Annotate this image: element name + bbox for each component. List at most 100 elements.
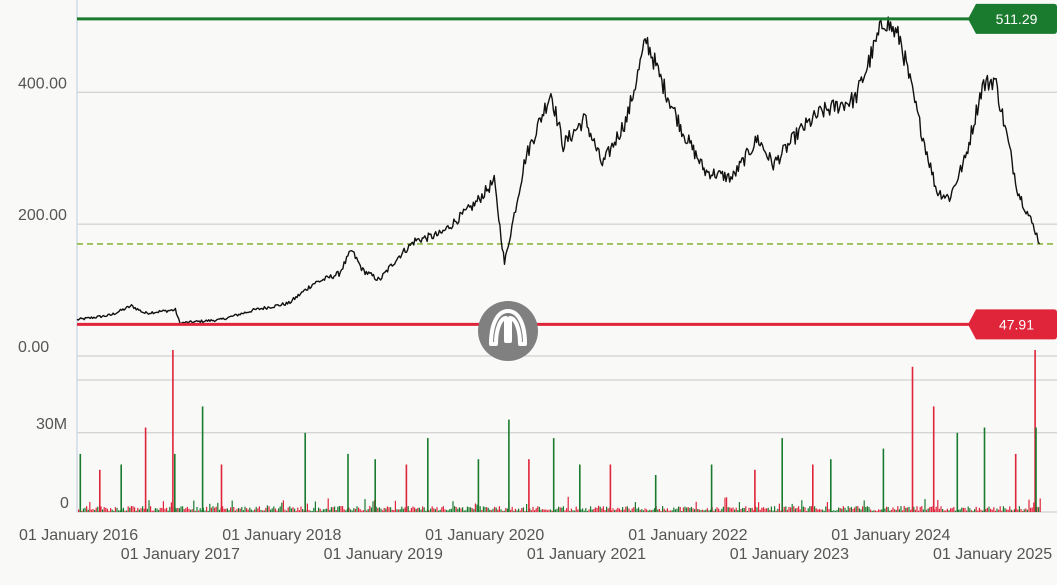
volume-bar	[362, 510, 364, 512]
volume-bar	[159, 507, 161, 512]
volume-bar	[894, 509, 896, 512]
volume-bar	[695, 501, 697, 512]
volume-spike-bar	[304, 432, 306, 512]
volume-bar	[462, 507, 464, 512]
volume-bar	[786, 509, 788, 512]
volume-bar	[494, 506, 496, 512]
max-badge-label: 511.29	[996, 11, 1038, 27]
volume-bar	[703, 510, 705, 512]
volume-bar	[1020, 509, 1022, 512]
volume-bar	[985, 509, 987, 512]
volume-bar	[767, 507, 769, 512]
volume-bar	[735, 507, 737, 512]
volume-bar	[306, 503, 308, 512]
volume-bar	[146, 508, 148, 512]
volume-bar	[833, 510, 835, 512]
volume-bar	[190, 509, 192, 512]
volume-bar	[209, 503, 211, 512]
volume-bar	[918, 510, 920, 512]
volume-bar	[591, 509, 593, 512]
volume-bar	[257, 508, 259, 512]
volume-bar	[497, 509, 499, 512]
volume-bar	[268, 506, 270, 512]
volume-bar	[178, 508, 180, 512]
volume-bar	[710, 509, 712, 512]
volume-spike-bar	[347, 453, 349, 512]
volume-bar	[922, 509, 924, 512]
volume-bar	[562, 506, 564, 512]
volume-bar	[698, 509, 700, 512]
volume-bar	[1038, 507, 1040, 512]
price-tick-label: 0.00	[18, 339, 49, 356]
volume-bar	[518, 508, 520, 512]
volume-bar	[604, 510, 606, 512]
volume-bar	[871, 510, 873, 512]
volume-bar	[980, 509, 982, 512]
x-tick-label: 01 January 2018	[222, 527, 341, 544]
volume-bar	[294, 508, 296, 512]
volume-bar	[297, 507, 299, 512]
volume-bar	[687, 507, 689, 512]
volume-bar	[860, 509, 862, 512]
volume-bar	[988, 506, 990, 512]
volume-bar	[372, 501, 374, 512]
volume-bar	[1014, 509, 1016, 512]
volume-bar	[974, 509, 976, 512]
volume-bar	[842, 506, 844, 512]
volume-bar	[783, 506, 785, 512]
volume-bar	[858, 508, 860, 512]
volume-spike-bar	[405, 464, 408, 512]
volume-bar	[942, 509, 944, 512]
volume-bar	[994, 510, 996, 512]
volume-bar	[425, 510, 427, 512]
volume-bar	[775, 510, 777, 512]
volume-bar	[913, 506, 915, 512]
volume-bar	[930, 506, 932, 512]
volume-bar	[118, 510, 120, 512]
volume-bar	[420, 509, 422, 512]
volume-bar	[532, 506, 534, 512]
volume-bar	[1025, 508, 1027, 512]
volume-bar	[996, 508, 998, 512]
volume-bar	[823, 510, 825, 512]
volume-bar	[495, 507, 497, 512]
volume-bar	[279, 506, 281, 512]
volume-bar	[620, 509, 622, 512]
volume-bar	[1009, 506, 1011, 512]
volume-bar	[161, 507, 163, 512]
volume-bar	[602, 506, 604, 512]
volume-bar	[217, 502, 219, 512]
volume-bar	[874, 510, 876, 512]
volume-bar	[90, 509, 92, 512]
volume-bar	[343, 509, 345, 512]
volume-spike-bar	[508, 419, 510, 512]
volume-bar	[870, 509, 872, 512]
volume-bar	[814, 506, 816, 512]
volume-bar	[1001, 510, 1003, 512]
volume-bar	[663, 508, 665, 512]
volume-bar	[865, 507, 867, 512]
volume-bar	[679, 507, 681, 512]
volume-bar	[210, 507, 212, 512]
volume-bar	[103, 507, 105, 512]
volume-bar	[505, 508, 507, 512]
price-grid	[77, 91, 1057, 357]
volume-bar	[282, 500, 284, 512]
volume-bar	[836, 509, 838, 512]
volume-bar	[191, 509, 193, 512]
volume-bar	[84, 507, 86, 512]
volume-bar	[322, 509, 324, 512]
volume-bar	[674, 509, 676, 512]
volume-bar	[1017, 509, 1019, 512]
volume-bar	[390, 507, 392, 512]
volume-bar	[826, 502, 828, 512]
volume-bar	[628, 508, 630, 512]
volume-spike-bar	[1014, 453, 1017, 512]
x-tick-label: 01 January 2020	[425, 527, 544, 544]
volume-bar	[764, 508, 766, 512]
volume-bar	[900, 506, 902, 512]
volume-bar	[452, 501, 454, 512]
volume-bar	[631, 508, 633, 512]
volume-bar	[492, 508, 494, 512]
volume-bar	[516, 510, 518, 512]
